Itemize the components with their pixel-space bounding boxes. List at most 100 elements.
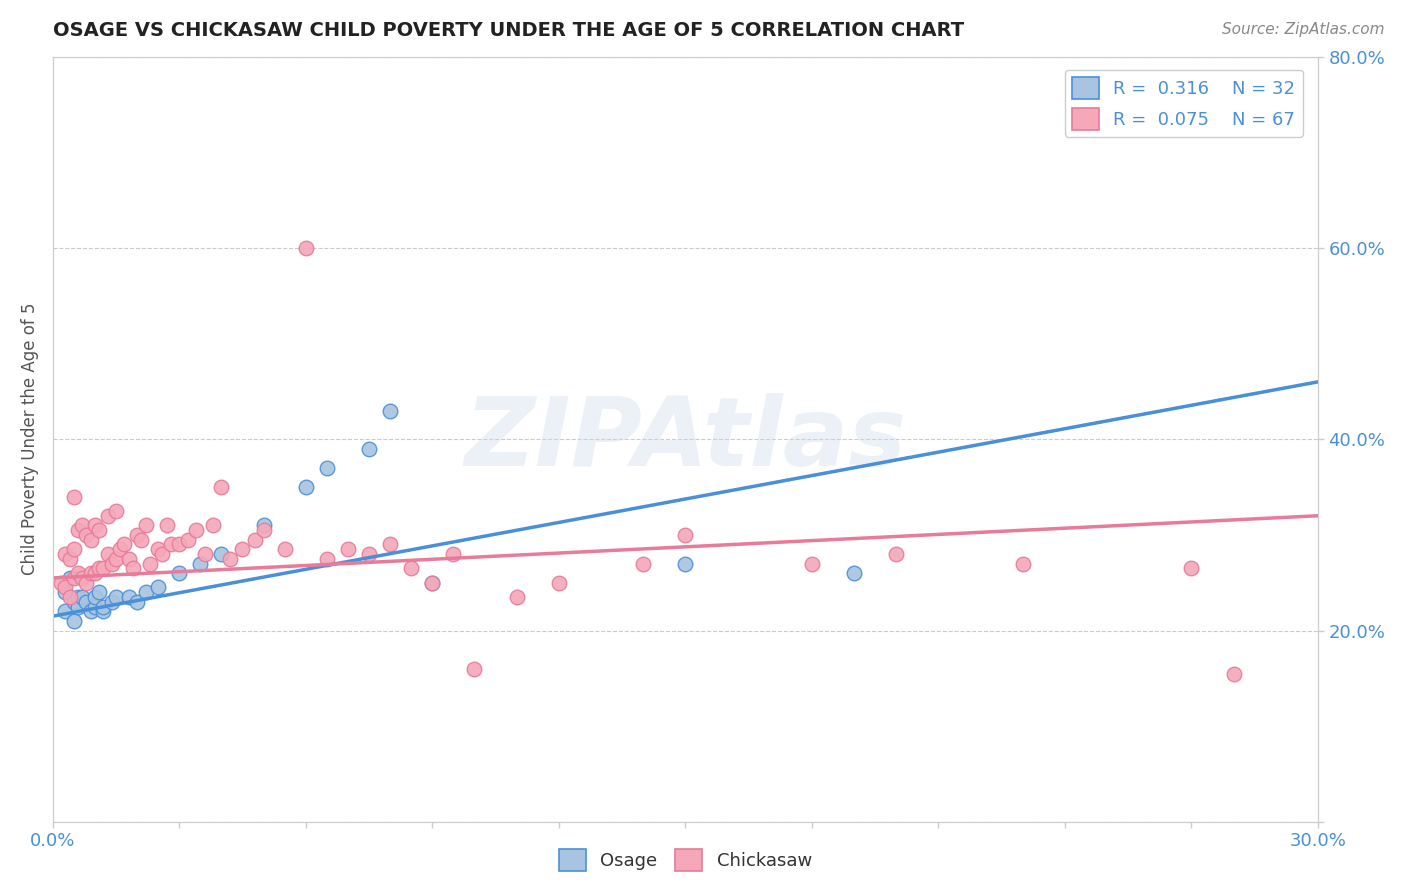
Point	[673, 557, 696, 571]
Point	[336, 542, 359, 557]
Point	[70, 571, 93, 585]
Point	[378, 403, 401, 417]
Legend: Osage, Chickasaw: Osage, Chickasaw	[551, 841, 820, 878]
Point	[125, 528, 148, 542]
Point	[209, 480, 232, 494]
Point	[62, 571, 84, 585]
Point	[58, 571, 80, 585]
Point	[79, 566, 101, 581]
Point	[96, 547, 118, 561]
Point	[357, 547, 380, 561]
Point	[91, 599, 114, 614]
Point	[167, 566, 190, 581]
Point	[167, 537, 190, 551]
Point	[1180, 561, 1202, 575]
Point	[104, 551, 127, 566]
Point	[129, 533, 152, 547]
Point	[58, 590, 80, 604]
Point	[104, 590, 127, 604]
Point	[75, 575, 97, 590]
Point	[218, 551, 240, 566]
Point	[231, 542, 253, 557]
Point	[378, 537, 401, 551]
Point	[75, 528, 97, 542]
Point	[315, 461, 337, 475]
Point	[441, 547, 464, 561]
Point	[66, 599, 89, 614]
Point	[104, 504, 127, 518]
Text: ZIPAtlas: ZIPAtlas	[464, 392, 907, 486]
Point	[66, 590, 89, 604]
Point	[273, 542, 295, 557]
Text: OSAGE VS CHICKASAW CHILD POVERTY UNDER THE AGE OF 5 CORRELATION CHART: OSAGE VS CHICKASAW CHILD POVERTY UNDER T…	[52, 21, 965, 40]
Point	[53, 604, 76, 618]
Point	[357, 442, 380, 456]
Point	[315, 551, 337, 566]
Point	[243, 533, 266, 547]
Point	[53, 581, 76, 595]
Point	[125, 595, 148, 609]
Point	[294, 480, 316, 494]
Point	[1222, 666, 1244, 681]
Point	[159, 537, 181, 551]
Point	[53, 547, 76, 561]
Point	[58, 551, 80, 566]
Point	[631, 557, 654, 571]
Point	[138, 557, 160, 571]
Point	[91, 561, 114, 575]
Point	[800, 557, 823, 571]
Point	[62, 595, 84, 609]
Point	[201, 518, 224, 533]
Point	[121, 561, 143, 575]
Point	[134, 518, 156, 533]
Y-axis label: Child Poverty Under the Age of 5: Child Poverty Under the Age of 5	[21, 303, 39, 575]
Point	[117, 551, 139, 566]
Point	[87, 523, 110, 537]
Point	[420, 575, 443, 590]
Point	[100, 595, 122, 609]
Point	[188, 557, 211, 571]
Point	[87, 561, 110, 575]
Point	[83, 518, 105, 533]
Point	[184, 523, 207, 537]
Point	[150, 547, 173, 561]
Point	[884, 547, 907, 561]
Point	[70, 518, 93, 533]
Point	[505, 590, 527, 604]
Point	[1011, 557, 1033, 571]
Point	[100, 557, 122, 571]
Point	[75, 595, 97, 609]
Point	[83, 599, 105, 614]
Point	[673, 528, 696, 542]
Point	[399, 561, 422, 575]
Point	[87, 585, 110, 599]
Point	[62, 614, 84, 628]
Point	[66, 523, 89, 537]
Point	[117, 590, 139, 604]
Point	[547, 575, 569, 590]
Point	[83, 590, 105, 604]
Point	[252, 523, 274, 537]
Point	[193, 547, 215, 561]
Point	[62, 542, 84, 557]
Point	[83, 566, 105, 581]
Point	[53, 585, 76, 599]
Point	[70, 590, 93, 604]
Point	[96, 508, 118, 523]
Point	[294, 241, 316, 255]
Point	[62, 490, 84, 504]
Point	[79, 533, 101, 547]
Point	[49, 575, 72, 590]
Point	[420, 575, 443, 590]
Point	[91, 604, 114, 618]
Point	[463, 662, 485, 676]
Point	[842, 566, 865, 581]
Text: Source: ZipAtlas.com: Source: ZipAtlas.com	[1222, 22, 1385, 37]
Point	[176, 533, 198, 547]
Point	[112, 537, 135, 551]
Point	[155, 518, 177, 533]
Point	[134, 585, 156, 599]
Point	[209, 547, 232, 561]
Point	[79, 604, 101, 618]
Point	[146, 581, 169, 595]
